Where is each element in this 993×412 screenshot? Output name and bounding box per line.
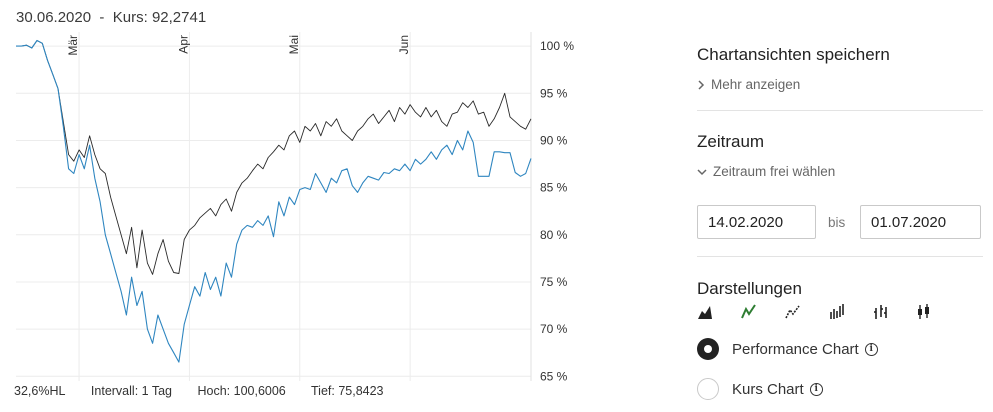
series-line-1 — [16, 40, 532, 275]
radio-unchecked[interactable] — [697, 378, 719, 400]
footer-hoch: Hoch: 100,6006 — [197, 384, 286, 398]
series-line-2 — [16, 39, 532, 363]
divider — [697, 110, 983, 111]
hlc-bars-icon[interactable] — [873, 303, 917, 321]
info-icon[interactable]: i — [864, 342, 878, 356]
chevron-right-icon — [698, 79, 705, 90]
footer-intervall: Intervall: 1 Tag — [90, 384, 172, 398]
mountain-chart-icon[interactable] — [697, 303, 741, 321]
radio-checked[interactable] — [697, 338, 719, 360]
footer-range-mode: 32,6%HL — [14, 384, 66, 398]
chart-header: 30.06.2020 - Kurs: 92,2741 — [16, 9, 206, 26]
x-tick-label: Apr — [176, 35, 190, 54]
header-date: 30.06.2020 — [16, 9, 92, 26]
zeitraum-title: Zeitraum — [697, 132, 765, 151]
bis-label: bis — [828, 215, 846, 230]
chart-x-tick-labels: Mär Apr Mai Jun — [66, 35, 411, 56]
date-to-input[interactable] — [860, 205, 981, 239]
x-tick-label: Jun — [397, 35, 411, 54]
more-link[interactable]: Mehr anzeigen — [697, 77, 982, 92]
candlestick-chart-icon[interactable] — [917, 303, 961, 321]
chart-series — [16, 39, 532, 363]
y-tick-label: 80 % — [540, 228, 568, 242]
y-tick-label: 70 % — [540, 322, 568, 336]
chart-footer: 32,6%HL Intervall: 1 Tag Hoch: 100,6006 … — [14, 384, 406, 398]
y-tick-label: 75 % — [540, 275, 568, 289]
save-views-title: Chartansichten speichern — [697, 45, 890, 64]
date-from-input[interactable] — [697, 205, 816, 239]
info-icon[interactable]: i — [809, 382, 823, 396]
more-link-label: Mehr anzeigen — [711, 77, 801, 92]
x-tick-label: Mär — [66, 35, 80, 56]
line-chart-icon[interactable] — [741, 303, 785, 321]
chevron-down-icon — [697, 168, 707, 175]
y-tick-label: 100 % — [540, 39, 574, 53]
radio-label: Kurs Chart — [732, 380, 804, 398]
header-kurs-value: 92,2741 — [151, 9, 207, 26]
radio-kurs-chart[interactable]: Kurs Chart i — [697, 378, 823, 400]
divider — [697, 256, 983, 257]
zeitraum-link[interactable]: Zeitraum frei wählen — [697, 164, 982, 179]
dotted-line-chart-icon[interactable] — [785, 303, 829, 321]
chart-grid-horizontal — [16, 45, 531, 377]
x-tick-label: Mai — [287, 35, 301, 54]
y-tick-label: 85 % — [540, 181, 568, 195]
footer-tief: Tief: 75,8423 — [311, 384, 384, 398]
y-tick-label: 90 % — [540, 133, 568, 147]
ohlc-bars-icon[interactable] — [829, 303, 873, 321]
header-separator: - — [99, 9, 105, 26]
y-tick-label: 95 % — [540, 86, 568, 100]
zeitraum-link-label: Zeitraum frei wählen — [713, 164, 836, 179]
chart-type-selector — [697, 303, 961, 321]
y-tick-label: 65 % — [540, 369, 568, 383]
radio-label: Performance Chart — [732, 340, 859, 358]
chart-y-tick-labels: 100 % 95 % 90 % 85 % 80 % 75 % 70 % 65 % — [540, 39, 574, 383]
header-kurs-label: Kurs: — [112, 9, 148, 26]
chart-grid-vertical — [78, 32, 411, 381]
radio-performance-chart[interactable]: Performance Chart i — [697, 338, 878, 360]
darstellungen-title: Darstellungen — [697, 279, 802, 298]
